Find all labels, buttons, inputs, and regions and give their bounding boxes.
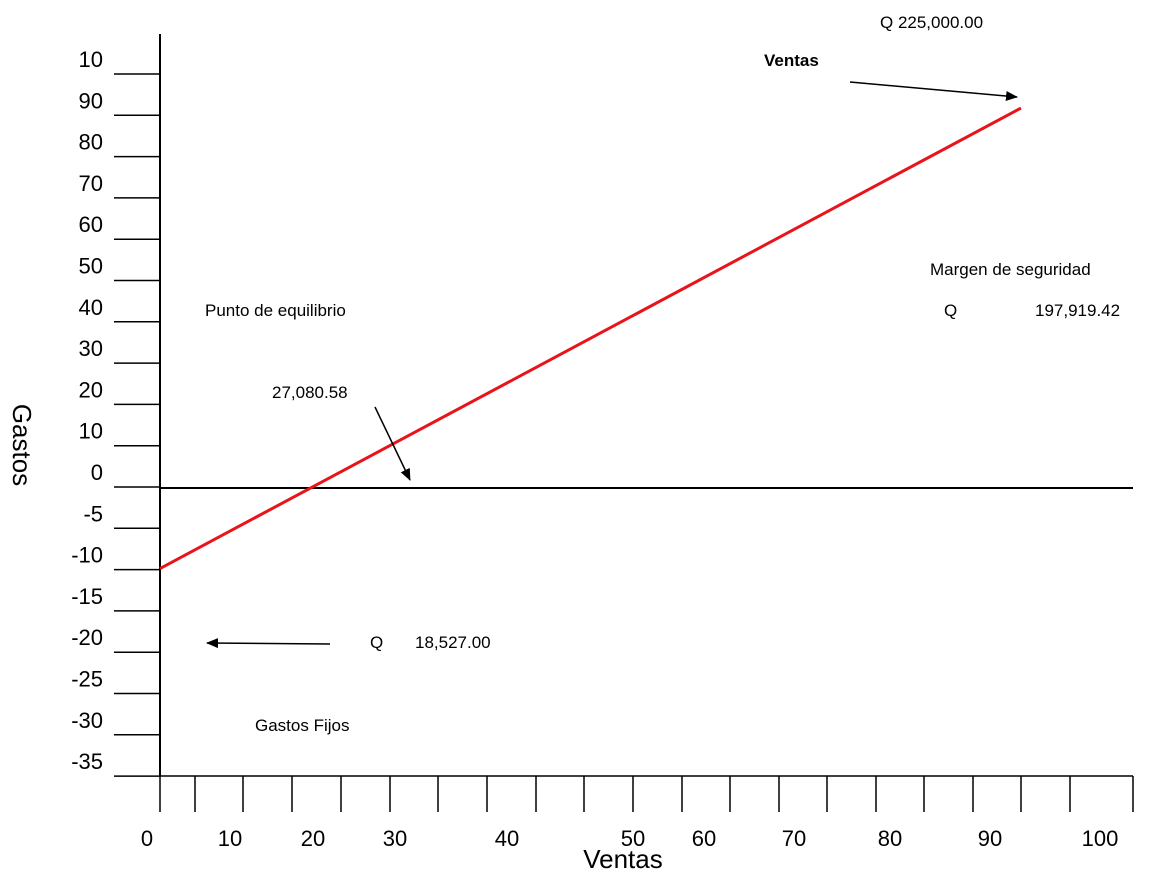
x-tick-label: 80 bbox=[878, 826, 902, 851]
x-tick-label: 0 bbox=[141, 826, 153, 851]
x-tick-label: 50 bbox=[621, 826, 645, 851]
margin-value: 197,919.42 bbox=[1035, 301, 1120, 320]
y-axis-tick-labels: 10 90 80 70 60 50 40 30 20 10 0 -5 -10 -15 -20 -25 -30 -3… bbox=[71, 47, 103, 774]
fixed-currency: Q bbox=[370, 633, 383, 652]
fixed-value: 18,527.00 bbox=[415, 633, 491, 652]
y-tick-label: 10 bbox=[79, 47, 103, 72]
y-tick-label: 40 bbox=[79, 295, 103, 320]
y-tick-label: -25 bbox=[71, 667, 103, 692]
breakeven-title: Punto de equilibrio bbox=[205, 301, 346, 320]
x-tick-label: 20 bbox=[301, 826, 325, 851]
x-tick-label: 90 bbox=[978, 826, 1002, 851]
x-tick-label: 70 bbox=[782, 826, 806, 851]
x-tick-label: 30 bbox=[383, 826, 407, 851]
y-tick-label: 50 bbox=[79, 254, 103, 279]
y-tick-label: 70 bbox=[79, 171, 103, 196]
x-axis-ticks bbox=[159, 776, 1134, 812]
y-tick-label: -5 bbox=[83, 501, 103, 526]
breakeven-arrow bbox=[374, 406, 411, 481]
ventas-annotation: Ventas bbox=[764, 51, 819, 70]
y-tick-label: -10 bbox=[71, 543, 103, 568]
y-tick-label: -30 bbox=[71, 708, 103, 733]
y-tick-label: 0 bbox=[91, 460, 103, 485]
y-axis-title: Gastos bbox=[7, 404, 37, 486]
x-axis-title: Ventas bbox=[583, 844, 663, 874]
y-tick-label: 10 bbox=[79, 419, 103, 444]
y-axis-ticks bbox=[114, 73, 160, 777]
y-tick-label: -35 bbox=[71, 749, 103, 774]
y-tick-label: 20 bbox=[79, 377, 103, 402]
y-tick-label: 90 bbox=[79, 88, 103, 113]
ventas-arrow bbox=[849, 81, 1018, 101]
x-tick-label: 60 bbox=[692, 826, 716, 851]
y-tick-label: -20 bbox=[71, 625, 103, 650]
margin-title: Margen de seguridad bbox=[930, 260, 1091, 279]
top-value-annotation: Q 225,000.00 bbox=[880, 13, 983, 32]
margin-currency: Q bbox=[944, 301, 957, 320]
fixed-costs-arrow bbox=[206, 638, 331, 649]
fixed-title: Gastos Fijos bbox=[255, 716, 349, 735]
x-tick-label: 40 bbox=[495, 826, 519, 851]
x-axis-tick-labels: 0 10 20 30 40 50 60 70 80 90 100 bbox=[141, 826, 1118, 851]
y-tick-label: 60 bbox=[79, 212, 103, 237]
y-tick-label: 30 bbox=[79, 336, 103, 361]
sales-line bbox=[159, 106, 1022, 570]
x-tick-label: 100 bbox=[1082, 826, 1119, 851]
y-tick-label: -15 bbox=[71, 584, 103, 609]
y-tick-label: 80 bbox=[79, 130, 103, 155]
x-tick-label: 10 bbox=[218, 826, 242, 851]
breakeven-value: 27,080.58 bbox=[272, 383, 348, 402]
